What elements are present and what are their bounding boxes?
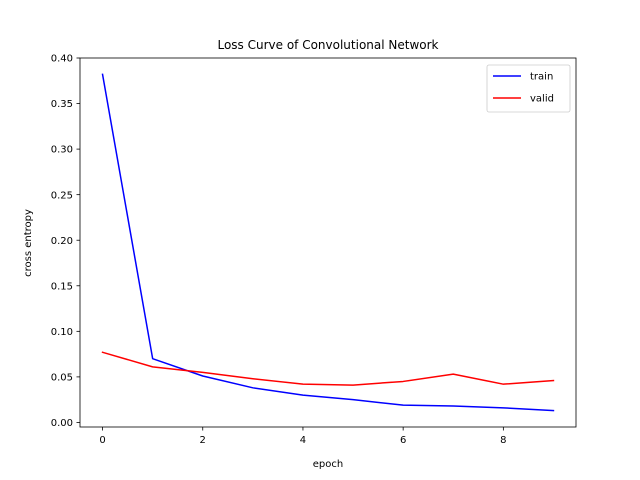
x-tick-label: 0: [99, 435, 105, 446]
x-tick-label: 6: [400, 435, 406, 446]
y-tick-label: 0.10: [51, 327, 73, 338]
series-line-valid: [101, 351, 555, 386]
y-tick-label: 0.00: [51, 418, 73, 429]
y-tick-label: 0.15: [51, 281, 73, 292]
plot-area: 0 2 4 6 8 0.00 0.05 0.10 0.15 0.20 0.25 0.30 0.35 0.4…: [51, 54, 577, 446]
axes-frame: [79, 57, 577, 428]
legend-label-valid: valid: [530, 94, 554, 105]
y-tick-label: 0.20: [51, 236, 73, 247]
x-axis-label: epoch: [313, 459, 343, 470]
legend-box: [486, 64, 571, 113]
series-line-train: [101, 73, 555, 412]
y-tick-label: 0.40: [51, 54, 73, 65]
legend: train valid: [486, 64, 571, 113]
legend-label-train: train: [530, 72, 553, 83]
y-tick-label: 0.30: [51, 145, 73, 156]
y-tick-label: 0.35: [51, 99, 73, 110]
x-tick-label: 2: [200, 435, 206, 446]
y-tick-label: 0.25: [51, 190, 73, 201]
y-axis-label: cross entropy: [23, 209, 34, 277]
chart-title: Loss Curve of Convolutional Network: [217, 38, 438, 52]
x-tick-label: 8: [500, 435, 506, 446]
y-tick-label: 0.05: [51, 372, 73, 383]
x-tick-label: 4: [300, 435, 306, 446]
